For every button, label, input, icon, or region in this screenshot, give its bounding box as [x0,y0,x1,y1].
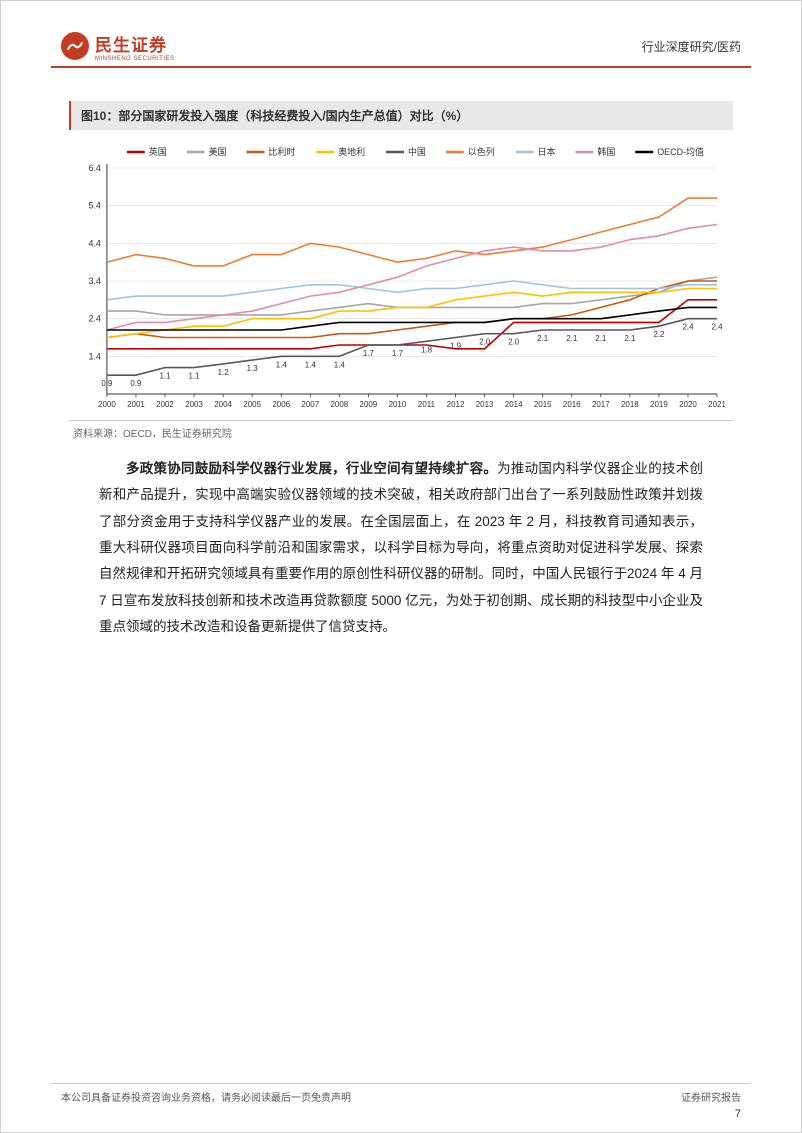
svg-text:5.4: 5.4 [88,201,100,211]
svg-text:日本: 日本 [538,146,556,157]
svg-text:2013: 2013 [476,400,494,409]
svg-text:1.1: 1.1 [159,372,171,381]
logo-block: 民生证券 MINSHENG SECURITIES [61,31,175,62]
svg-text:奥地利: 奥地利 [338,146,365,157]
svg-text:2.1: 2.1 [566,334,578,343]
svg-text:2.1: 2.1 [624,334,636,343]
svg-text:2.0: 2.0 [479,338,491,347]
bold-lead: 多政策协同鼓励科学仪器行业发展，行业空间有望持续扩容。 [126,461,497,476]
svg-text:2012: 2012 [447,400,465,409]
svg-text:1.3: 1.3 [247,364,259,373]
svg-text:2.2: 2.2 [653,330,665,339]
svg-text:英国: 英国 [149,146,167,157]
svg-text:2.4: 2.4 [88,314,100,324]
svg-text:2011: 2011 [418,400,436,409]
svg-text:1.2: 1.2 [218,368,230,377]
svg-text:4.4: 4.4 [88,238,100,248]
header-category: 行业深度研究/医药 [642,38,741,55]
svg-text:韩国: 韩国 [597,146,615,157]
logo-en: MINSHENG SECURITIES [95,56,175,62]
svg-text:1.9: 1.9 [450,341,462,350]
svg-text:2018: 2018 [621,400,639,409]
footer-line [51,1083,751,1084]
top-accent-line [51,66,751,68]
svg-text:1.4: 1.4 [276,360,288,369]
svg-text:1.7: 1.7 [392,349,404,358]
chart-section: 图10：部分国家研发投入强度（科技经费投入/国内生产总值）对比（%） 英国 美国 比… [69,101,733,440]
svg-text:3.4: 3.4 [88,276,100,286]
svg-text:2.1: 2.1 [595,334,607,343]
svg-text:0.9: 0.9 [101,379,113,388]
chart-source: 资料来源：OECD，民生证券研究院 [69,420,733,440]
svg-text:美国: 美国 [209,146,227,157]
svg-text:2015: 2015 [534,400,552,409]
svg-text:2003: 2003 [185,400,203,409]
svg-text:2.1: 2.1 [537,334,549,343]
svg-text:2002: 2002 [156,400,174,409]
svg-text:2.4: 2.4 [711,323,723,332]
footer: 本公司具备证券投资咨询业务资格，请务必阅读最后一页免责声明 证券研究报告 [61,1089,741,1104]
body-main: 为推动国内科学仪器企业的技术创新和产品提升，实现中高端实验仪器领域的技术突破，相… [99,461,703,634]
logo-cn: 民生证券 [95,31,175,56]
chart-area: 英国 美国 比利时 奥地利 中国 以色列 日本 韩国 OECD-均值 1.4 2.4 3.4 4.4 5.… [69,130,733,420]
svg-text:0.9: 0.9 [130,379,142,388]
svg-text:1.1: 1.1 [189,372,201,381]
svg-text:2021: 2021 [708,400,725,409]
svg-text:2005: 2005 [243,400,261,409]
svg-text:2017: 2017 [592,400,610,409]
svg-text:2000: 2000 [98,400,116,409]
svg-text:2.4: 2.4 [682,323,694,332]
line-chart-svg: 英国 美国 比利时 奥地利 中国 以色列 日本 韩国 OECD-均值 1.4 2.4 3.4 4.4 5.… [77,140,725,416]
footer-left: 本公司具备证券投资咨询业务资格，请务必阅读最后一页免责声明 [61,1089,351,1104]
chart-title: 图10：部分国家研发投入强度（科技经费投入/国内生产总值）对比（%） [69,101,733,130]
page-header: 民生证券 MINSHENG SECURITIES 行业深度研究/医药 [61,31,741,61]
svg-text:比利时: 比利时 [268,146,295,157]
svg-text:1.7: 1.7 [363,349,375,358]
svg-text:6.4: 6.4 [88,163,100,173]
svg-text:2014: 2014 [505,400,523,409]
svg-text:2008: 2008 [330,400,348,409]
logo-icon [61,32,89,60]
svg-text:2009: 2009 [360,400,378,409]
svg-text:中国: 中国 [408,146,426,157]
svg-text:1.4: 1.4 [334,360,346,369]
svg-text:2004: 2004 [214,400,232,409]
svg-text:2007: 2007 [301,400,319,409]
svg-text:2016: 2016 [563,400,581,409]
svg-text:1.8: 1.8 [421,345,433,354]
svg-text:2006: 2006 [272,400,290,409]
svg-text:2020: 2020 [679,400,697,409]
svg-text:2001: 2001 [127,400,145,409]
logo-text: 民生证券 MINSHENG SECURITIES [95,31,175,62]
svg-text:1.4: 1.4 [88,351,100,361]
svg-text:2010: 2010 [389,400,407,409]
svg-text:OECD-均值: OECD-均值 [657,146,704,157]
svg-text:1.4: 1.4 [305,360,317,369]
body-paragraph: 多政策协同鼓励科学仪器行业发展，行业空间有望持续扩容。为推动国内科学仪器企业的技… [99,456,703,640]
svg-text:以色列: 以色列 [468,146,495,157]
footer-right: 证券研究报告 [681,1089,741,1104]
svg-text:2.0: 2.0 [508,338,520,347]
svg-text:2019: 2019 [650,400,668,409]
page-number: 7 [735,1108,741,1120]
